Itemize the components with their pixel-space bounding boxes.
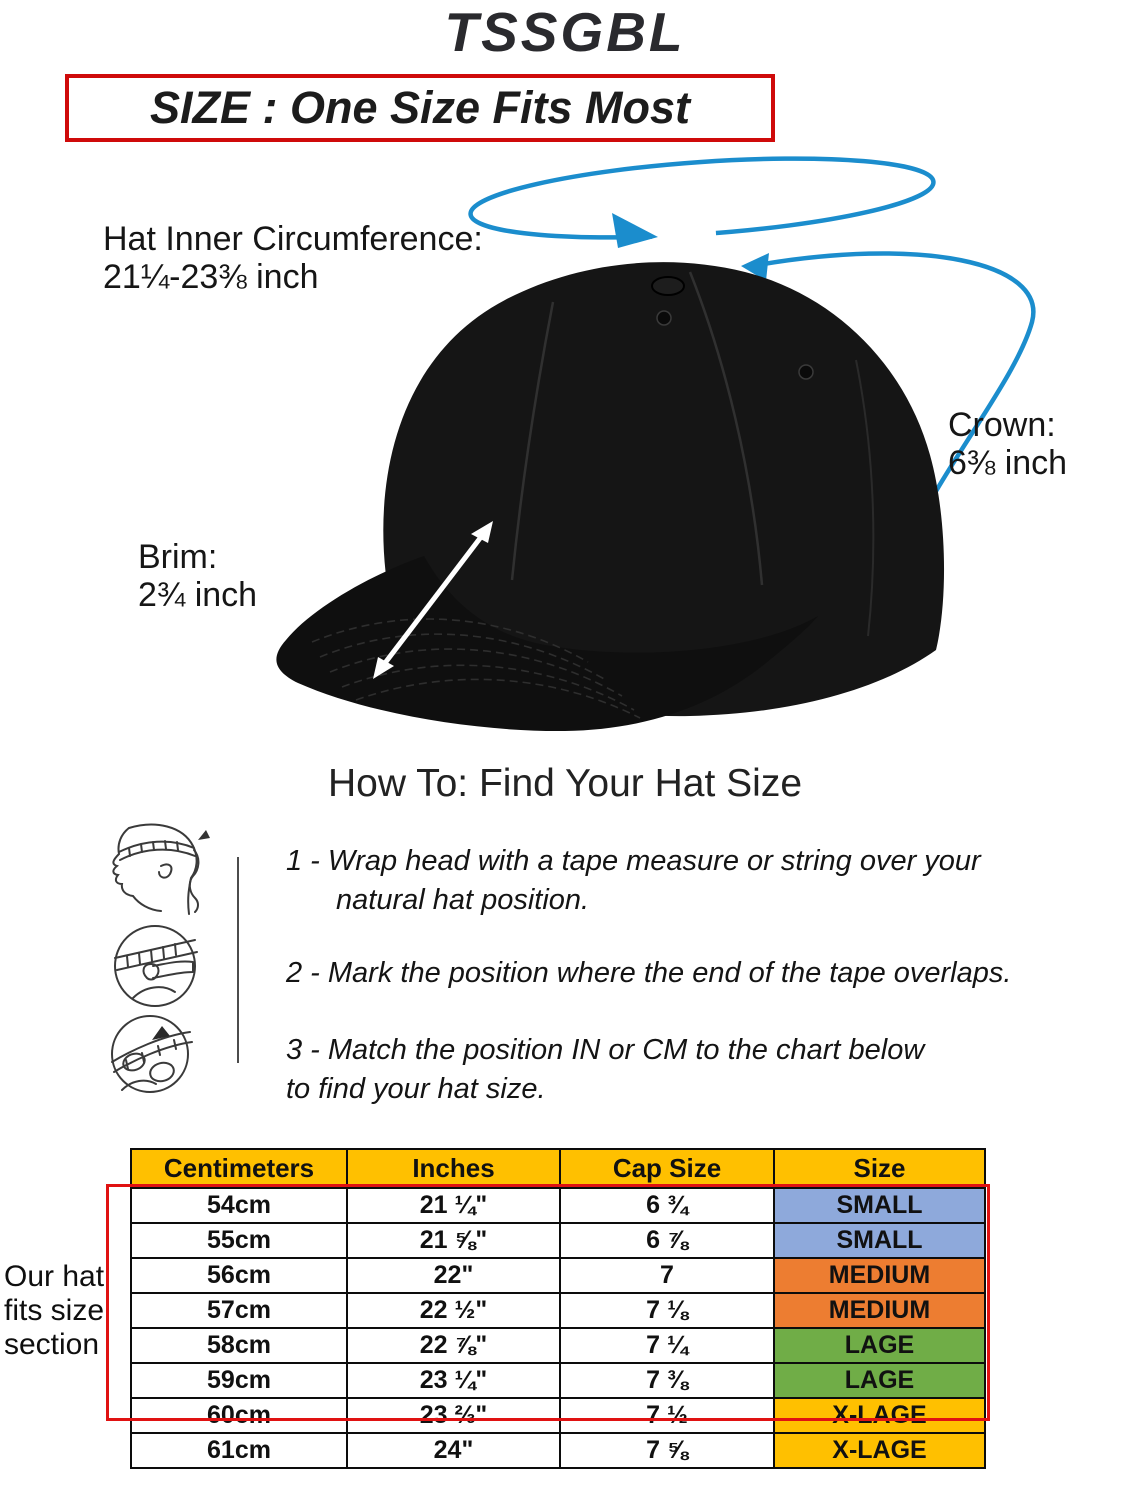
size-cell: X-LAGE (773, 1397, 986, 1434)
step-divider (237, 857, 239, 1063)
tape-wrap-icon (114, 925, 198, 1007)
fits-note: Our hat fits size section (4, 1260, 105, 1361)
cap-button (651, 276, 685, 296)
header-cap-size: Cap Size (559, 1148, 775, 1189)
table-row: 54cm 21 ¼" 6 ¾ SMALL (130, 1187, 986, 1224)
brand-title: TSSGBL (444, 1, 686, 63)
crown-label: Crown: (948, 406, 1056, 444)
step-2-text-line1: 2 - Mark the position where the end of t… (286, 957, 1012, 989)
size-cell: LAGE (773, 1327, 986, 1364)
table-row: 58cm 22 ⅞" 7 ¼ LAGE (130, 1327, 986, 1364)
circumference-label-block: Hat Inner Circumference: 21¼-23⅜ inch (103, 220, 483, 296)
circumference-label: Hat Inner Circumference: (103, 220, 483, 258)
brim-label: Brim: (138, 538, 218, 576)
header-inches: Inches (346, 1148, 561, 1189)
brim-double-arrow (373, 521, 493, 679)
table-header-row: Centimeters Inches Cap Size Size (130, 1148, 986, 1189)
table-row: 59cm 23 ¼" 7 ⅜ LAGE (130, 1362, 986, 1399)
size-cell: LAGE (773, 1362, 986, 1399)
crown-value: 6⅜ inch (948, 444, 1068, 482)
circumference-value: 21¼-23⅜ inch (103, 258, 319, 296)
tape-mark-icon (111, 1015, 193, 1093)
step-3-text-line2: to find your hat size. (286, 1073, 546, 1105)
brim-label-block: Brim: 2¾ inch (138, 538, 257, 614)
size-chart: Centimeters Inches Cap Size Size 54cm 21… (130, 1148, 986, 1469)
size-chart-table: Centimeters Inches Cap Size Size 54cm 21… (130, 1148, 986, 1469)
header-size: Size (773, 1148, 986, 1189)
howto-title: How To: Find Your Hat Size (327, 762, 803, 805)
size-cell: X-LAGE (773, 1432, 986, 1469)
step-3-text-line1: 3 - Match the position IN or CM to the c… (286, 1034, 925, 1066)
cap-crown (383, 262, 945, 717)
size-cell: SMALL (773, 1222, 986, 1259)
hat-illustration (276, 156, 1036, 732)
brim-value: 2¾ inch (138, 576, 258, 614)
table-row: 57cm 22 ½" 7 ⅛ MEDIUM (130, 1292, 986, 1329)
circumference-ellipse-arrow (468, 156, 936, 255)
brim-stitching (311, 618, 641, 719)
table-row: 56cm 22" 7 MEDIUM (130, 1257, 986, 1294)
size-cell: MEDIUM (773, 1292, 986, 1329)
step-1-text-line1: 1 - Wrap head with a tape measure or str… (286, 845, 981, 877)
table-row: 61cm 24" 7 ⅝ X-LAGE (130, 1432, 986, 1469)
size-banner: SIZE : One Size Fits Most (65, 74, 775, 142)
size-banner-text: SIZE : One Size Fits Most (149, 82, 691, 133)
crown-label-block: Crown: 6⅜ inch (948, 406, 1067, 482)
size-cell: MEDIUM (773, 1257, 986, 1294)
step-1-text-line2: natural hat position. (336, 884, 590, 916)
cap-brim (276, 521, 818, 732)
cap-eyelet (656, 310, 672, 326)
table-row: 55cm 21 ⅝" 6 ⅞ SMALL (130, 1222, 986, 1259)
size-cell: SMALL (773, 1187, 986, 1224)
table-row: 60cm 23 ⅔" 7 ½ X-LAGE (130, 1397, 986, 1434)
head-measure-icon (112, 823, 210, 915)
cap-eyelet (798, 364, 814, 380)
header-centimeters: Centimeters (130, 1148, 348, 1189)
